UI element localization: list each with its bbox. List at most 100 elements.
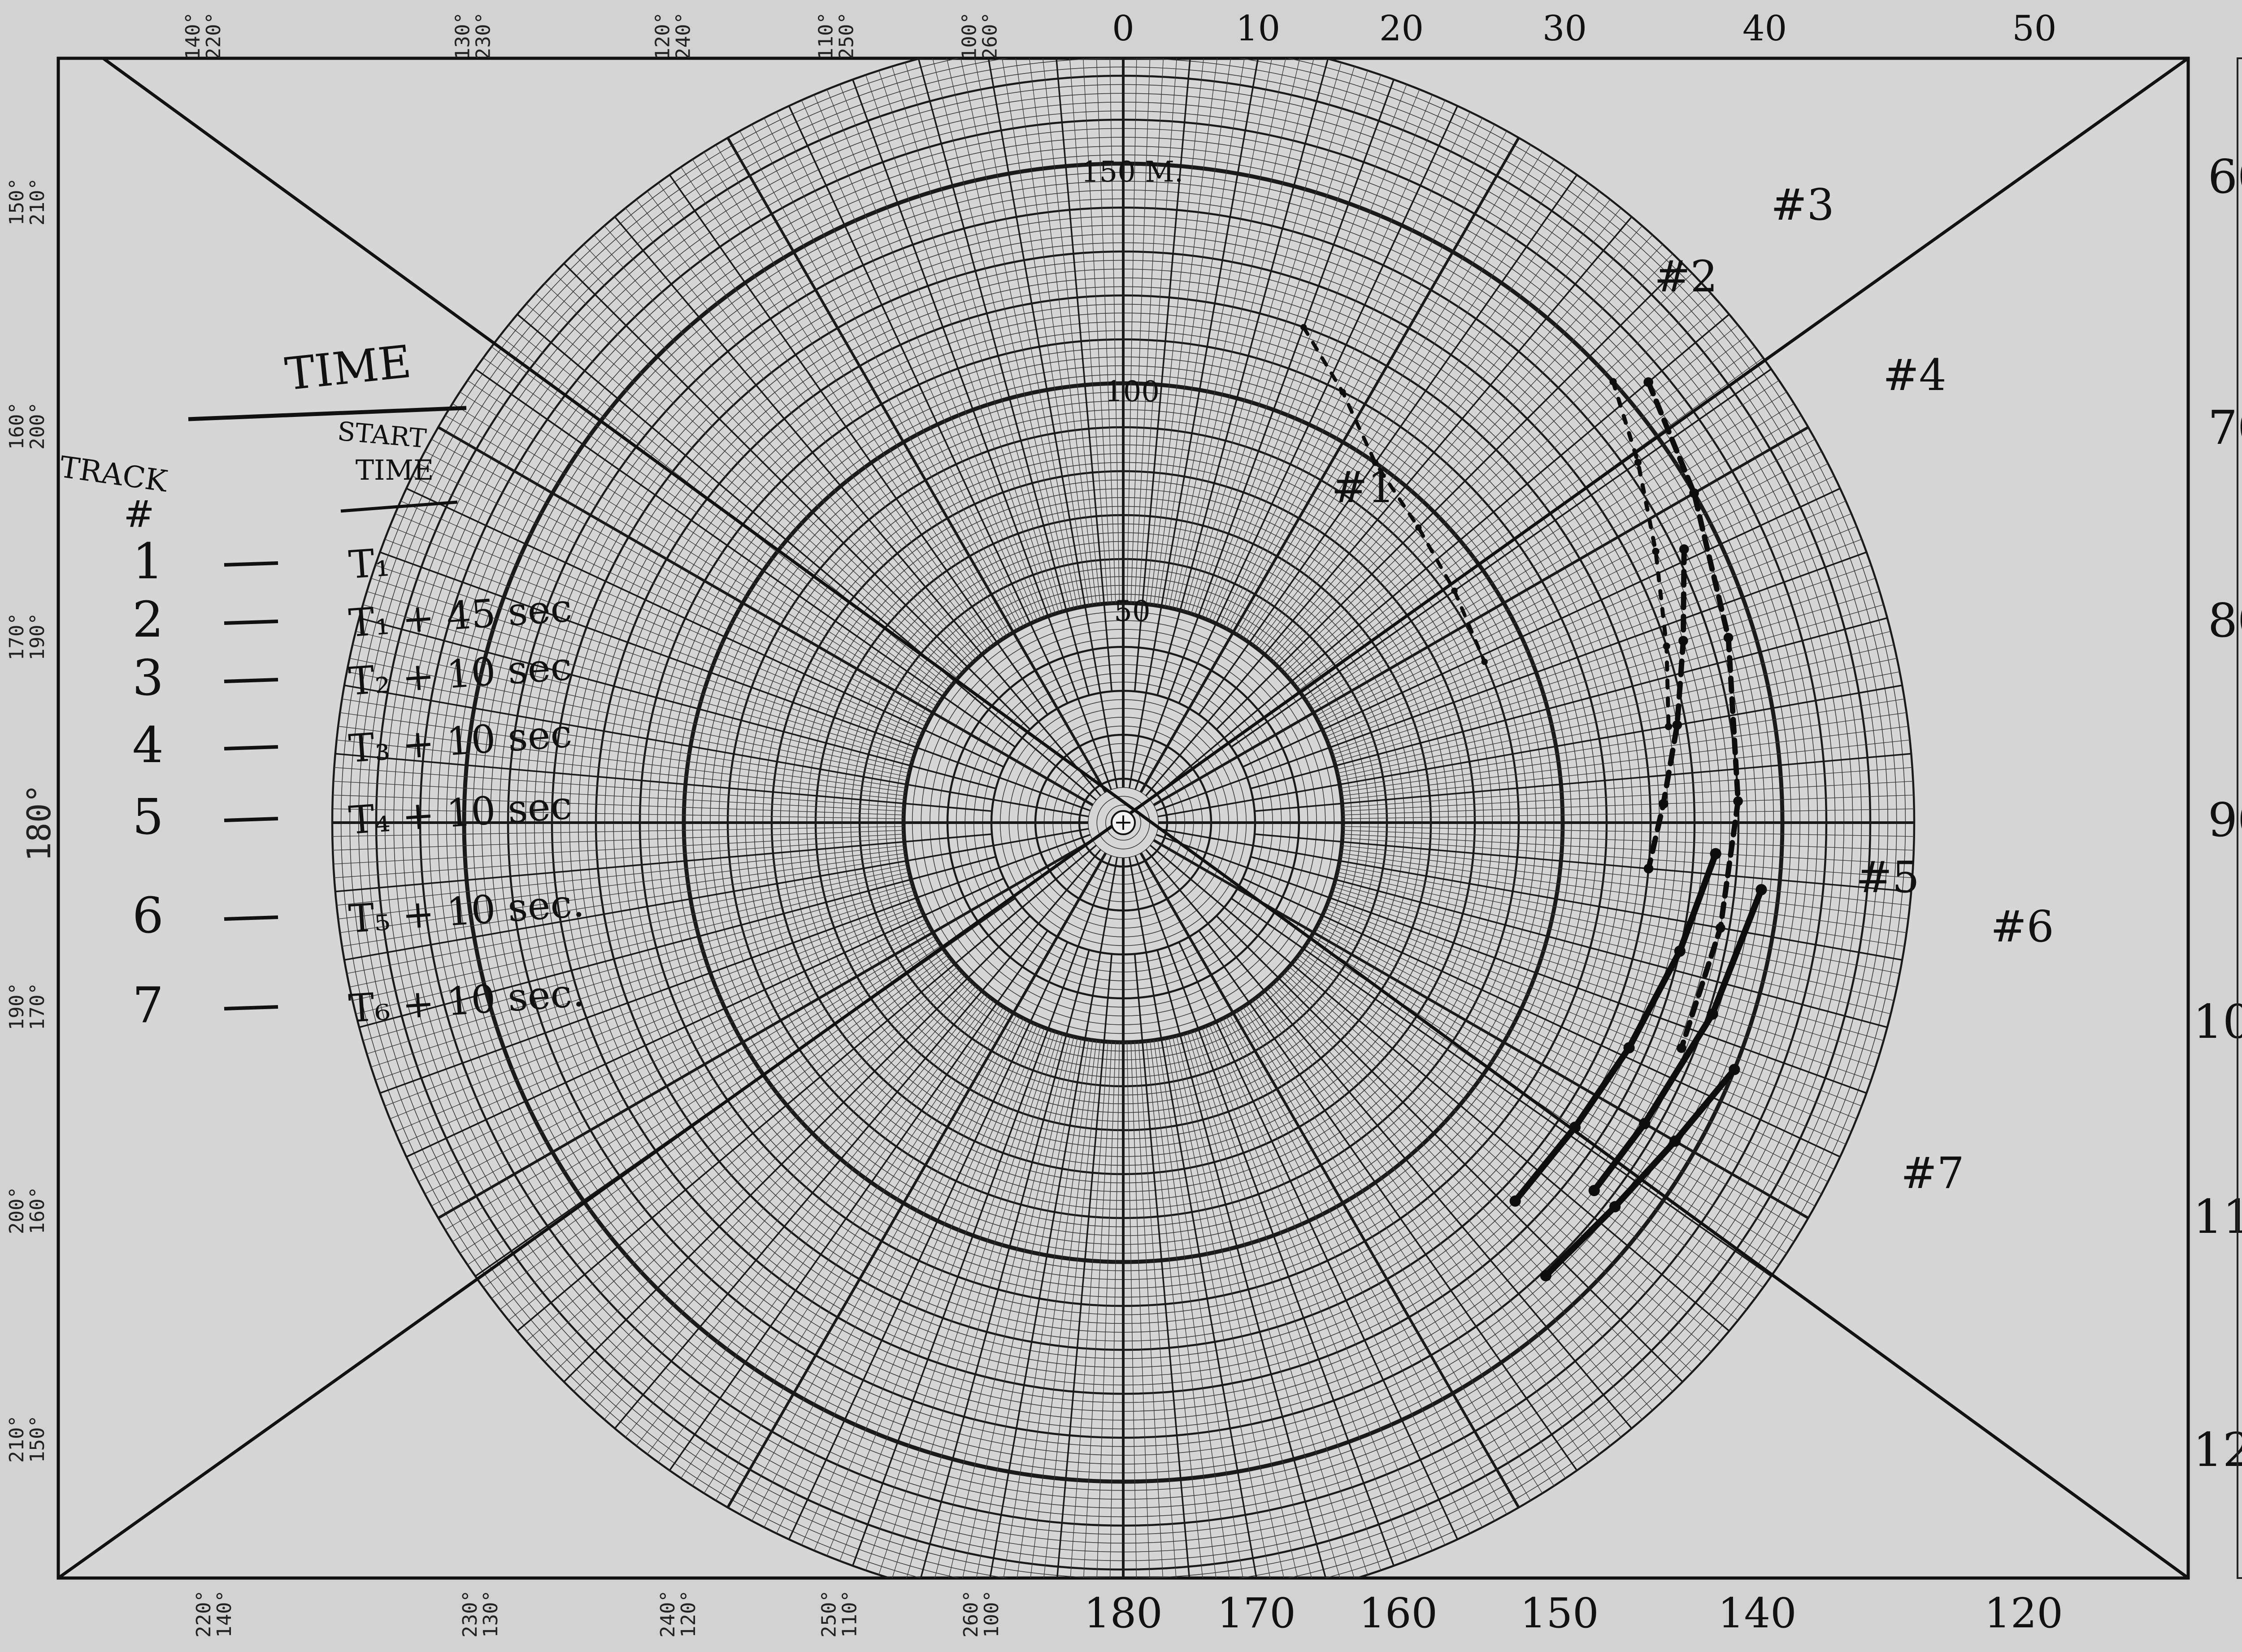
bearing-radial [1139,137,1520,793]
bearing-radial-minor [340,853,906,933]
bearing-radial [1156,834,1867,1094]
legend-row-dash [224,678,278,683]
bearing-radial [335,753,992,812]
bearing-radial-minor [491,954,948,1299]
bearing-radial-minor [535,293,960,676]
left-bearing-tick-label-inner: 180° [20,784,58,861]
bearing-radial-minor [1342,767,1912,808]
bearing-radial-minor [1069,58,1108,604]
bearing-radial-minor [946,58,1074,609]
legend-row-track: 1 [132,533,164,590]
bearing-radial-minor [1270,234,1653,660]
bearing-radial-minor [1169,1037,1284,1578]
bearing-radial [1230,368,1772,748]
bearing-radial-minor [1343,808,1914,819]
track-6 [1588,884,1767,1197]
bearing-radial-minor [839,1028,1045,1561]
bearing-radial-minor [1153,1040,1230,1578]
bearing-radial-minor [1187,1032,1355,1578]
bearing-radial-minor [1273,244,1663,663]
track-point [1609,1201,1621,1213]
right-bearing-hand-label: 60 [2208,149,2242,204]
bearing-radial-minor [594,234,977,660]
range-ring-label: 100 [1105,375,1160,408]
bearing-radial-minor [1201,1028,1407,1561]
top-bearing-tick-label: 110°250° [814,12,858,60]
bottom-bearing-tick-label: 260°100° [960,1590,1003,1638]
bearing-radial [437,426,1094,806]
bottom-bearing-tick-label-inner: 120° [677,1590,700,1638]
track-point [1669,1135,1681,1147]
bottom-bearing-hand-label: 170 [1217,1589,1296,1637]
top-bearing-hand-label: 30 [1542,9,1587,49]
left-bearing-tick-label-inner: 150° [26,1415,49,1463]
top-bearing-tick-label-inner: 250° [835,12,858,60]
bearing-radial-minor [1146,1041,1203,1578]
bearing-radial-minor [692,1006,1004,1486]
bottom-bearing-tick-label-inner: 140° [213,1590,236,1638]
bearing-radial-minor [445,935,935,1231]
track-label: #5 [1856,852,1920,902]
bottom-bearing-tick-label-outer: 220° [192,1590,215,1638]
bearing-radial [1230,898,1772,1277]
bearing-radial-minor [1222,1018,1483,1528]
bearing-radial-minor [1332,578,1876,755]
bearing-radial [1134,954,1191,1578]
legend-row-dash [224,1005,278,1010]
bearing-radial-minor [1267,225,1642,657]
bearing-radial-minor [1153,58,1231,605]
legend-col-number-sign: # [124,493,155,536]
range-ring-label: 50 [1114,595,1150,628]
bearing-radial-minor [752,1016,1021,1521]
track-label: #6 [1990,902,2054,952]
legend-row-dash [224,915,278,921]
bearing-radial-minor [491,346,948,691]
top-bearing-tick-label-outer: 120° [652,12,674,60]
top-bearing-hand-label: 20 [1379,9,1424,49]
left-bearing-tick-label-inner: 190° [26,613,49,660]
bearing-radial-minor [535,969,960,1352]
track-point [1623,1042,1635,1054]
bottom-bearing-tick-label-outer: 240° [656,1590,679,1638]
bearing-radial-minor [681,167,1001,641]
bearing-radial [1156,58,1329,696]
track-point [1634,459,1642,466]
legend-row-track: 4 [132,716,164,774]
bearing-radial-minor [452,403,937,707]
bottom-bearing-tick-label: 240°120° [656,1590,700,1638]
bearing-radial-minor [371,890,915,1067]
bearing-radial [1242,487,1841,768]
bearing-radial-minor [1327,526,1857,741]
bearing-radial-minor [1275,253,1673,665]
bearing-radial-minor [1343,826,1914,837]
bearing-radial-minor [1325,513,1852,737]
bearing-radial-minor [604,988,980,1420]
bearing-radial-minor [1096,1042,1116,1578]
bearing-radial-minor [1286,293,1712,676]
left-bearing-tick-label-outer: 190° [5,983,28,1030]
bearing-radial-minor [1342,837,1912,878]
bearing-radial-minor [625,208,986,652]
top-bearing-tick-label-inner: 240° [672,12,695,60]
bottom-bearing-hand-label: 140 [1718,1589,1797,1637]
track-point [1643,863,1654,874]
bearing-radial [1178,941,1459,1540]
bearing-radial-minor [1083,1042,1112,1578]
bearing-radial-minor [334,837,904,878]
bearing-radial-minor [1305,380,1779,700]
bearing-radial-minor [1325,908,1852,1132]
bearing-radial-minor [1030,1041,1097,1578]
track-7 [1540,1064,1740,1282]
track-point [1664,723,1673,730]
track-point [1481,659,1488,665]
bearing-radial-minor [431,439,931,717]
bearing-radial [917,58,1090,696]
bearing-radial-minor [1138,1041,1177,1578]
bearing-radial-minor [1334,883,1884,1041]
bearing-radial-minor [1294,960,1738,1321]
bearing-radial-minor [1176,1036,1312,1578]
bearing-radial-minor [1043,1041,1101,1578]
bearing-radial-minor [1307,391,1787,703]
bearing-radial-minor [976,1038,1082,1578]
